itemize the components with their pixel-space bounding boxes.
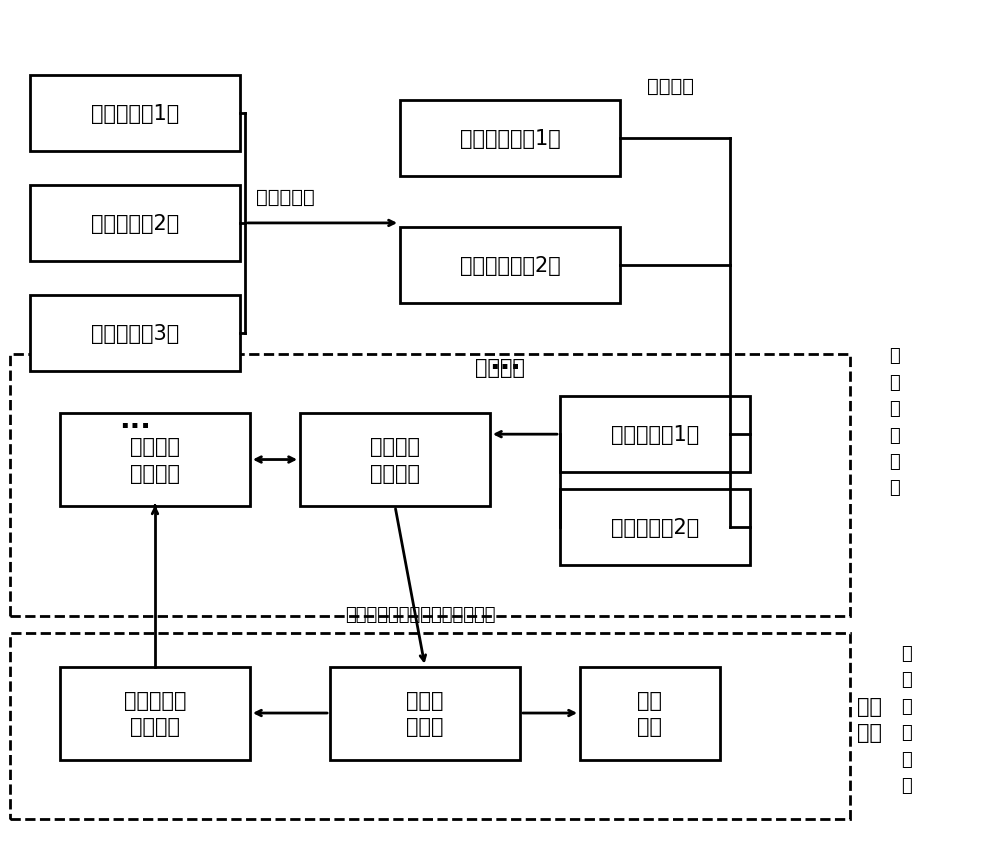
Text: 物理轴承（1）: 物理轴承（1） (91, 104, 179, 124)
FancyBboxPatch shape (30, 295, 240, 371)
Text: 运维
策略: 运维 策略 (637, 690, 662, 736)
Text: 模型状态参数，诊断预测结果等: 模型状态参数，诊断预测结果等 (345, 605, 495, 624)
Text: 信号处理: 信号处理 (646, 77, 694, 95)
Text: 时空数
据索引: 时空数 据索引 (406, 690, 444, 736)
Text: 诊断、预测
算法更新: 诊断、预测 算法更新 (124, 690, 186, 736)
FancyBboxPatch shape (60, 414, 250, 506)
Text: 运
行
状
态
指
标: 运 行 状 态 指 标 (902, 644, 912, 794)
Text: 数字轴承（1）: 数字轴承（1） (611, 425, 699, 445)
FancyBboxPatch shape (580, 667, 720, 760)
Text: 振动、温度: 振动、温度 (256, 188, 314, 207)
FancyBboxPatch shape (330, 667, 520, 760)
Text: ···: ··· (119, 412, 151, 441)
Text: 边缘端设备（1）: 边缘端设备（1） (460, 129, 560, 149)
FancyBboxPatch shape (560, 397, 750, 473)
Text: 故障诊断
寿命预测: 故障诊断 寿命预测 (130, 437, 180, 483)
Text: 云端
设备: 云端 设备 (858, 696, 883, 742)
FancyBboxPatch shape (60, 667, 250, 760)
Text: 物理轴承（2）: 物理轴承（2） (91, 214, 179, 234)
FancyBboxPatch shape (400, 228, 620, 304)
Text: 数字孪生
模型更新: 数字孪生 模型更新 (370, 437, 420, 483)
FancyBboxPatch shape (400, 101, 620, 177)
Text: 边缘端设备（2）: 边缘端设备（2） (460, 256, 560, 276)
Text: 雾端设备: 雾端设备 (475, 357, 525, 377)
FancyBboxPatch shape (30, 76, 240, 152)
Text: 数字轴承（2）: 数字轴承（2） (611, 517, 699, 538)
Text: ···: ··· (489, 353, 521, 381)
Text: 物理轴承（3）: 物理轴承（3） (91, 323, 179, 344)
FancyBboxPatch shape (30, 186, 240, 262)
FancyBboxPatch shape (300, 414, 490, 506)
Text: 环
境
状
态
指
标: 环 境 状 态 指 标 (890, 347, 900, 497)
FancyBboxPatch shape (560, 490, 750, 565)
